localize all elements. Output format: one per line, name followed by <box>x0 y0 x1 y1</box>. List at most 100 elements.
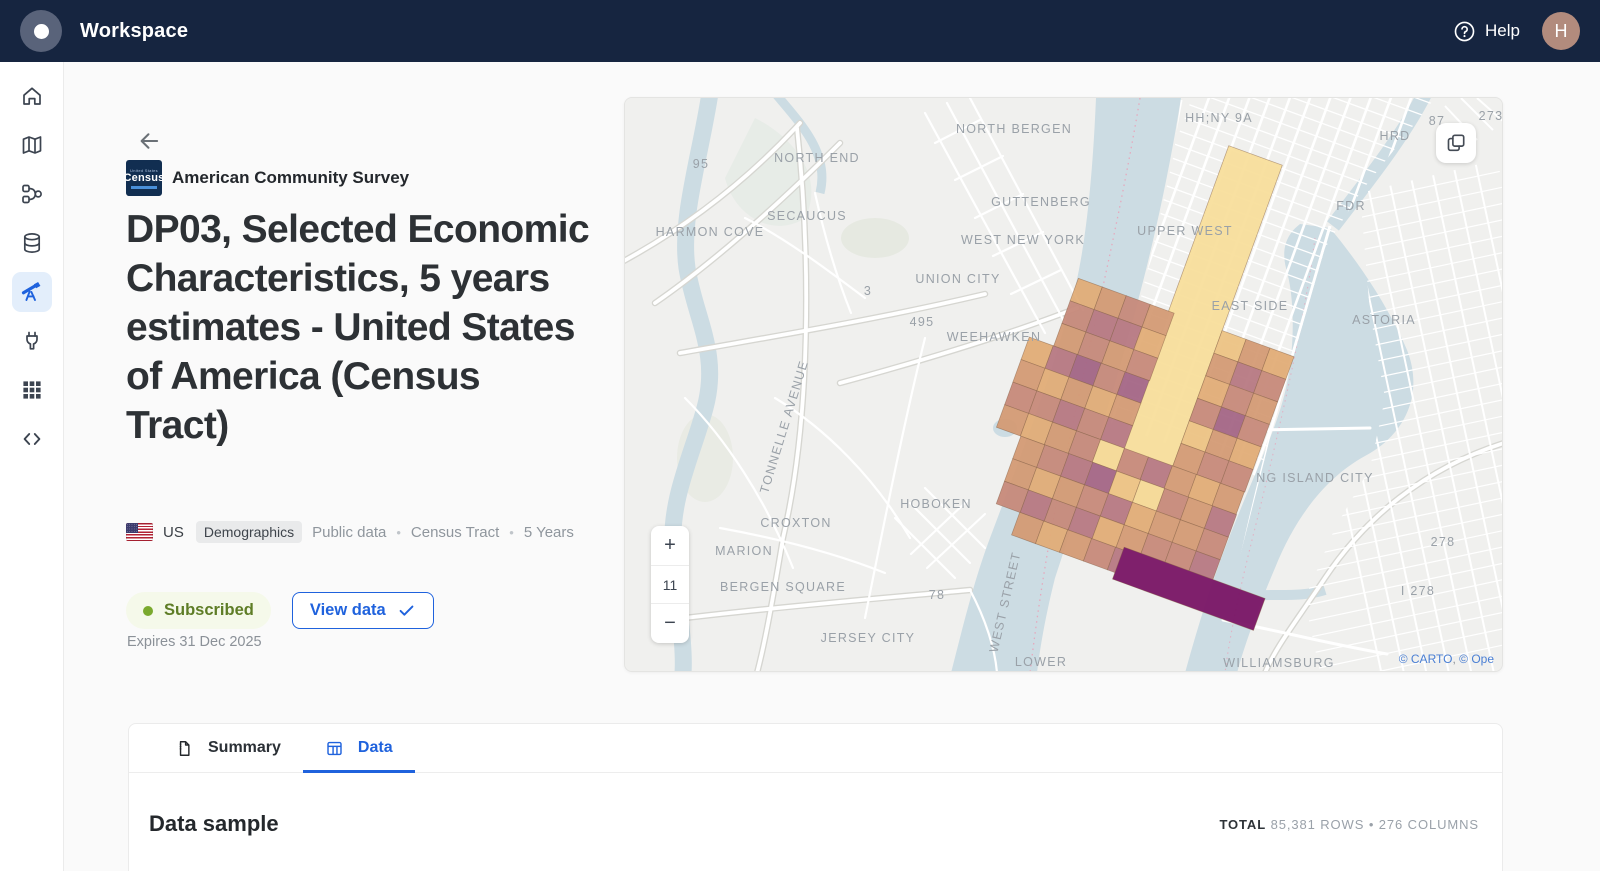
stats-separator: • <box>1368 817 1375 832</box>
carto-attribution-link[interactable]: © CARTO <box>1398 652 1453 666</box>
us-flag-icon <box>126 523 153 541</box>
sidebar-item-home[interactable] <box>12 76 52 116</box>
green-dot-icon <box>143 605 153 616</box>
map-label: EAST SIDE <box>1212 299 1289 313</box>
copy-icon <box>1447 134 1465 152</box>
sidebar-item-workflows[interactable] <box>12 174 52 214</box>
map-label: UPPER WEST <box>1137 224 1233 238</box>
tab-summary[interactable]: Summary <box>153 724 303 772</box>
map-label: 78 <box>929 588 946 602</box>
zoom-out-button[interactable]: − <box>664 612 676 634</box>
maps-icon <box>22 136 41 154</box>
left-sidebar <box>0 62 64 871</box>
map-label: NG ISLAND CITY <box>1256 471 1374 485</box>
census-tract <box>1112 546 1266 631</box>
meta-timespan: 5 Years <box>523 523 574 541</box>
map-label: BERGEN SQUARE <box>720 580 846 594</box>
home-icon <box>22 87 41 105</box>
subscribed-label: Subscribed <box>164 601 254 619</box>
meta-public-data: Public data <box>312 523 387 541</box>
map-label: WILLIAMSBURG <box>1223 656 1334 670</box>
zoom-in-button[interactable]: + <box>664 534 676 556</box>
map-label: WEST NEW YORK <box>961 233 1085 247</box>
category-badge: Demographics <box>195 521 303 543</box>
provider-row: United States Census American Community … <box>123 160 410 196</box>
question-circle-icon <box>1454 21 1475 41</box>
map-label: 273 <box>1479 109 1503 123</box>
view-data-button[interactable]: View data <box>291 592 434 629</box>
telescope-icon <box>21 282 40 301</box>
sidebar-item-developers[interactable] <box>12 419 52 459</box>
map-label: HARMON COVE <box>656 225 765 239</box>
plug-icon <box>25 331 38 350</box>
census-logo: United States Census <box>123 160 165 196</box>
map-label: HRD <box>1380 129 1411 143</box>
user-avatar[interactable]: H <box>1542 12 1580 50</box>
map-label: HOBOKEN <box>900 497 972 511</box>
back-button[interactable] <box>136 128 162 154</box>
code-icon <box>23 433 40 445</box>
document-icon <box>179 740 190 756</box>
top-navbar: Workspace Help H <box>0 0 1600 62</box>
map-preview[interactable]: 95 NORTH END SECAUCUS HARMON COVE NORTH BERG… <box>624 97 1503 672</box>
census-logo-top-text: United States <box>130 167 158 173</box>
sidebar-item-connections[interactable] <box>12 321 52 361</box>
expiry-text: Expires 31 Dec 2025 <box>127 634 262 650</box>
help-button[interactable]: Help <box>1453 20 1520 43</box>
dataset-title: DP03, Selected Economic Characteristics,… <box>126 208 590 447</box>
map-label: NORTH BERGEN <box>956 122 1072 136</box>
total-stats: TOTAL 85,381 ROWS • 276 COLUMNS <box>1219 817 1479 832</box>
check-icon <box>399 605 414 616</box>
tab-data-label: Data <box>357 739 393 756</box>
meta-geography: Census Tract <box>410 523 500 541</box>
data-sample-heading: Data sample <box>149 811 279 836</box>
map-label: 95 <box>693 157 710 171</box>
subscription-row: Subscribed View data <box>126 592 434 629</box>
database-icon <box>23 233 40 253</box>
map-attribution: © CARTO, © Ope <box>1398 652 1494 666</box>
map-label: HH;NY 9A <box>1185 111 1253 125</box>
sidebar-item-maps[interactable] <box>12 125 52 165</box>
view-data-label: View data <box>309 601 386 619</box>
map-label: GUTTENBERG <box>991 195 1091 209</box>
census-logo-main-text: Census <box>123 171 165 184</box>
workspace-title: Workspace <box>80 19 189 42</box>
map-label: ASTORIA <box>1352 313 1416 327</box>
applications-icon <box>22 381 41 399</box>
meta-separator: • <box>396 524 401 540</box>
brand-logo-icon[interactable] <box>20 10 62 52</box>
map-copy-button[interactable] <box>1436 123 1476 163</box>
map-label: NORTH END <box>774 151 860 165</box>
zoom-level: 11 <box>651 565 689 604</box>
tab-row: Summary Data <box>129 724 1502 773</box>
map-label: I 278 <box>1401 584 1435 598</box>
map-label: MARION <box>715 544 773 558</box>
total-label: TOTAL <box>1219 817 1267 832</box>
rows-count: 85,381 ROWS <box>1270 817 1365 832</box>
map-label: UNION CITY <box>915 272 1000 286</box>
sidebar-item-data-explorer[interactable] <box>12 223 52 263</box>
map-label: FDR <box>1336 199 1366 213</box>
map-label: CROXTON <box>760 516 831 530</box>
map-label: JERSEY CITY <box>821 631 916 645</box>
table-icon <box>327 741 342 755</box>
osm-attribution-link[interactable]: © Ope <box>1459 652 1494 666</box>
map-label: SECAUCUS <box>767 209 847 223</box>
columns-count: 276 COLUMNS <box>1378 817 1479 832</box>
map-label: 495 <box>910 315 935 329</box>
tab-data[interactable]: Data <box>302 724 415 773</box>
tab-summary-label: Summary <box>208 739 281 756</box>
map-label: WEEHAWKEN <box>947 330 1042 344</box>
provider-name: American Community Survey <box>172 168 410 187</box>
map-label: LOWER <box>1015 655 1067 669</box>
map-label: 278 <box>1431 535 1456 549</box>
dataset-meta-row: US Demographics Public data • Census Tra… <box>126 521 574 543</box>
map-label: 3 <box>864 284 872 298</box>
back-arrow-icon <box>140 133 159 149</box>
sidebar-item-applications[interactable] <box>12 370 52 410</box>
country-code: US <box>163 523 184 541</box>
sidebar-item-data-observatory[interactable] <box>11 272 52 312</box>
workflows-icon <box>21 184 42 204</box>
